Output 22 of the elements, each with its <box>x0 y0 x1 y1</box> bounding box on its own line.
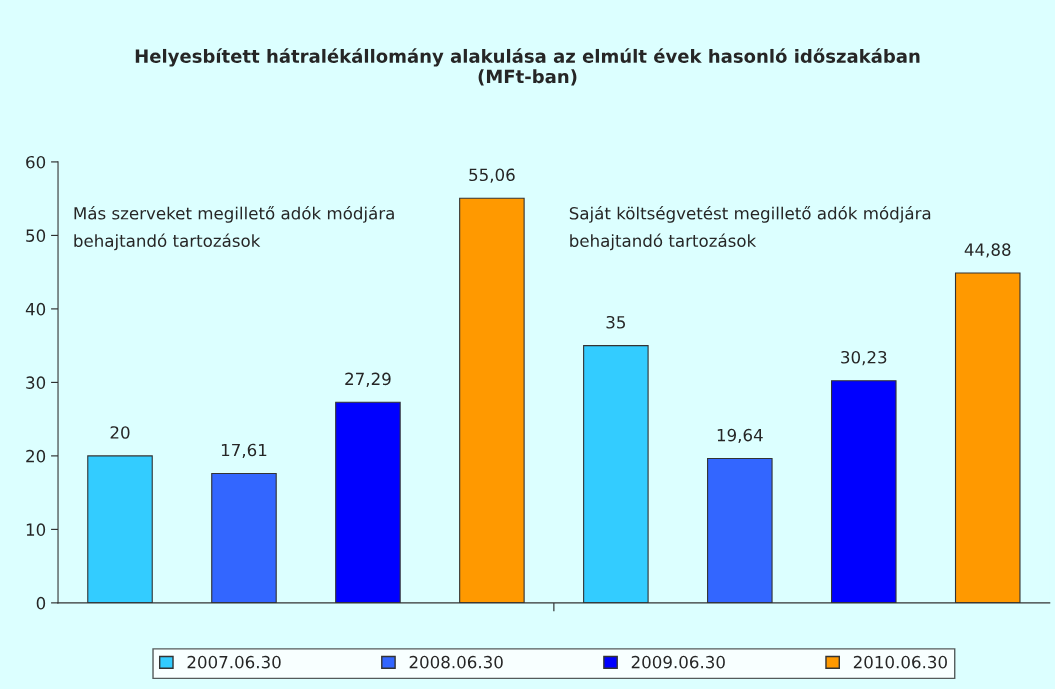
chart-title: Helyesbített hátralékállomány alakulása az elmúlt évek hasonló időszakában (MFt-ban) <box>135 48 920 86</box>
data-label: 35 <box>606 315 625 329</box>
annotation: Más szerveket megillető adók módjára behajtandó tartozások <box>74 206 394 251</box>
legend-label: 2007.06.30 <box>187 655 281 669</box>
y-tick-label: 20 <box>26 449 46 463</box>
legend-label: 2009.06.30 <box>631 655 725 669</box>
y-tick-label: 60 <box>26 155 46 169</box>
y-tick-label: 0 <box>36 596 46 610</box>
y-tick-label: 40 <box>25 302 46 316</box>
data-label: 20 <box>110 426 130 439</box>
data-label: 27,29 <box>345 372 391 387</box>
y-tick-label: 50 <box>26 229 46 242</box>
annotation: Saját költségvetést megillető adók módjára behajtandó tartozások <box>569 206 931 251</box>
data-label: 55,06 <box>469 168 515 183</box>
y-tick-label: 30 <box>26 376 46 389</box>
legend-label: 2008.06.30 <box>409 655 503 669</box>
y-tick-label: 10 <box>26 523 46 536</box>
data-label: 19,64 <box>717 428 763 444</box>
data-label: 44,88 <box>964 243 1011 258</box>
legend-label: 2010.06.30 <box>853 655 947 669</box>
data-label: 30,23 <box>841 350 887 366</box>
data-label: 17,61 <box>221 443 267 459</box>
